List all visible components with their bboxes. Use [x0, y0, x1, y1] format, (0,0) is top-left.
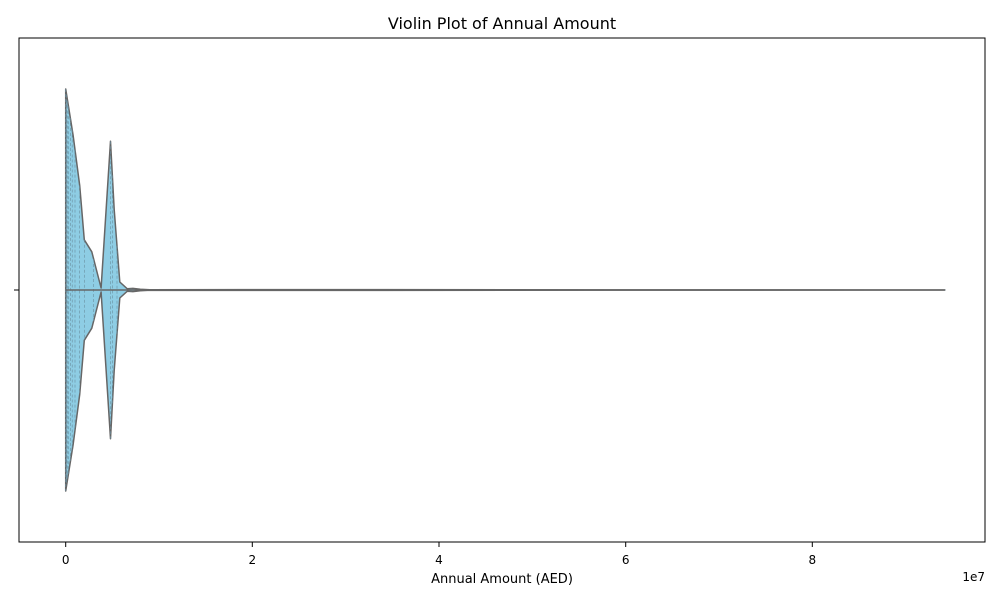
chart-title: Violin Plot of Annual Amount — [388, 14, 616, 33]
x-axis-label: Annual Amount (AED) — [431, 572, 573, 587]
x-axis: 0 2 4 6 8 — [62, 542, 816, 567]
x-tick-label: 8 — [808, 553, 816, 567]
plot-area — [64, 88, 946, 492]
x-tick-label: 6 — [622, 553, 630, 567]
x-tick-label: 2 — [248, 553, 256, 567]
x-tick-label: 4 — [435, 553, 443, 567]
x-axis-offset-label: 1e7 — [962, 570, 985, 584]
x-tick-label: 0 — [62, 553, 70, 567]
